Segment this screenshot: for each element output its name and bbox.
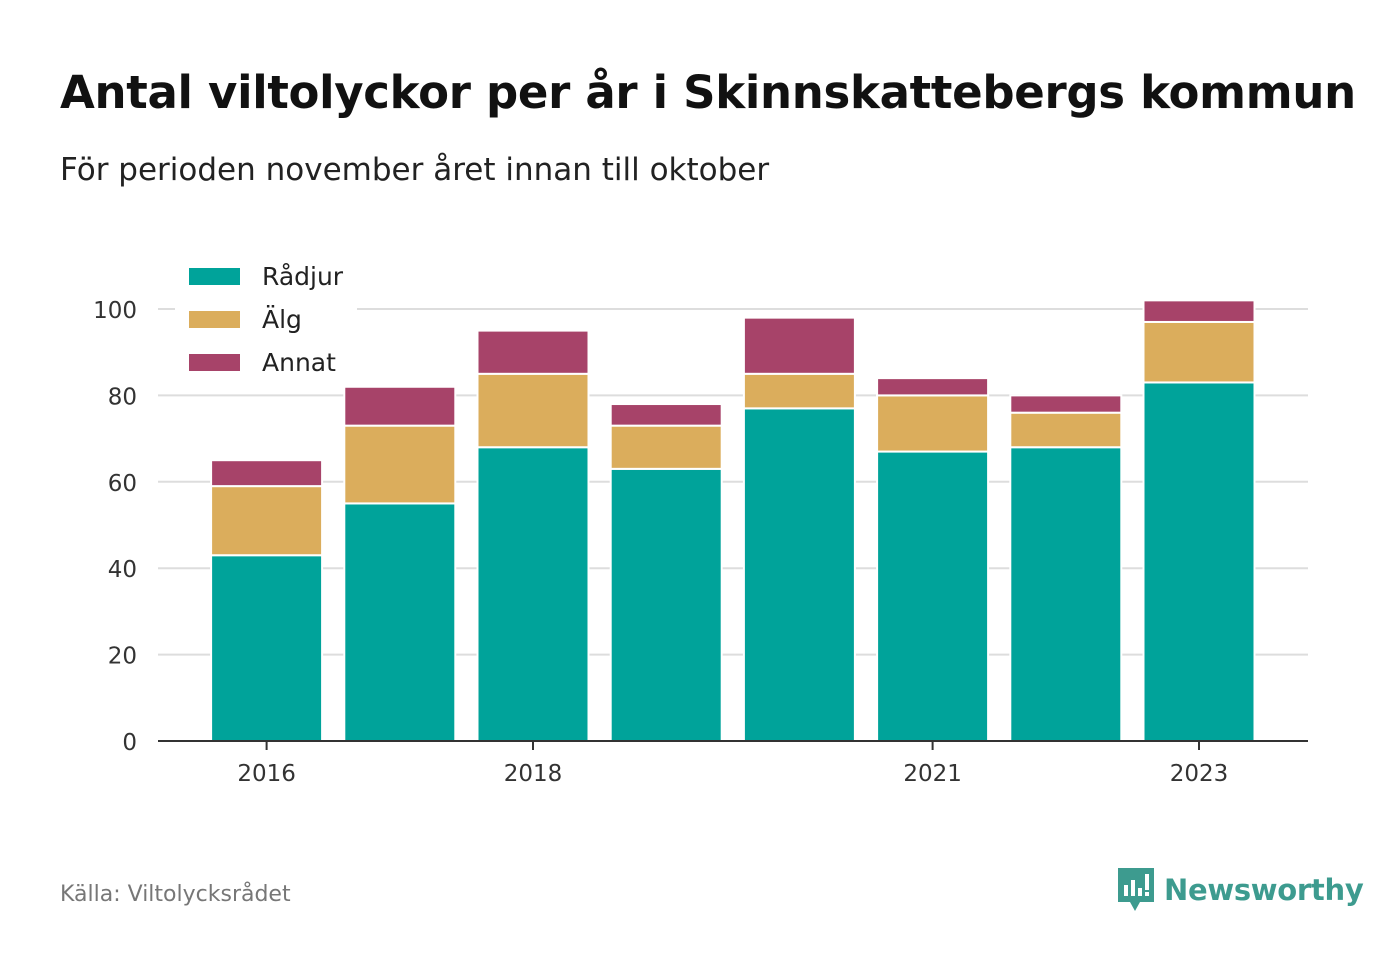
legend-label-rådjur: Rådjur [262, 262, 344, 291]
chart-subtitle: För perioden november året innan till ok… [60, 152, 770, 188]
newsworthy-logo-icon [1118, 868, 1154, 911]
bar-rådjur-2017 [343, 502, 457, 742]
bar-annat-2019 [609, 403, 723, 427]
y-tick-label: 100 [93, 298, 137, 324]
bar-rådjur-2019 [609, 467, 723, 742]
bar-älg-2020 [742, 372, 856, 410]
bar-älg-2019 [609, 424, 723, 470]
axes: 0 20 40 60 80 100 2016 2018 2021 2023 [93, 298, 1308, 787]
bar-älg-2022 [1009, 411, 1123, 449]
legend-label-älg: Älg [262, 305, 302, 334]
legend-swatch-annat [189, 354, 240, 371]
source-note: Källa: Viltolycksrådet [60, 882, 291, 907]
x-tick-label: 2016 [237, 761, 296, 787]
y-tick-label: 60 [108, 471, 137, 497]
bar-älg-2017 [343, 424, 457, 505]
newsworthy-logo-text: Newsworthy [1164, 873, 1364, 907]
y-tick-label: 80 [108, 384, 137, 410]
bars [210, 299, 1256, 742]
bar-rådjur-2021 [876, 450, 990, 742]
bar-annat-2020 [742, 316, 856, 375]
bar-älg-2023 [1142, 320, 1256, 384]
newsworthy-logo: Newsworthy [1118, 868, 1364, 912]
bar-älg-2021 [876, 394, 990, 453]
bar-älg-2016 [210, 485, 324, 557]
bar-annat-2021 [876, 377, 990, 397]
legend-label-annat: Annat [262, 348, 336, 377]
legend-swatch-älg [189, 311, 240, 328]
x-tick-label: 2023 [1170, 761, 1229, 787]
legend: Rådjur Älg Annat [175, 255, 357, 380]
bar-annat-2016 [210, 459, 324, 488]
x-tick-label: 2018 [504, 761, 563, 787]
y-tick-label: 40 [108, 557, 137, 583]
bar-annat-2017 [343, 385, 457, 427]
y-tick-label: 20 [108, 644, 137, 670]
bar-annat-2018 [476, 329, 590, 375]
bar-rådjur-2018 [476, 446, 590, 742]
x-tick-label: 2021 [903, 761, 962, 787]
bar-rådjur-2022 [1009, 446, 1123, 742]
bar-älg-2018 [476, 372, 590, 449]
y-tick-label: 0 [122, 730, 137, 756]
bar-annat-2022 [1009, 394, 1123, 414]
legend-swatch-rådjur [189, 268, 240, 285]
bar-rådjur-2020 [742, 407, 856, 742]
bar-rådjur-2016 [210, 554, 324, 742]
bar-rådjur-2023 [1142, 381, 1256, 742]
bar-annat-2023 [1142, 299, 1256, 323]
chart-title: Antal viltolyckor per år i Skinnskattebe… [60, 66, 1356, 119]
